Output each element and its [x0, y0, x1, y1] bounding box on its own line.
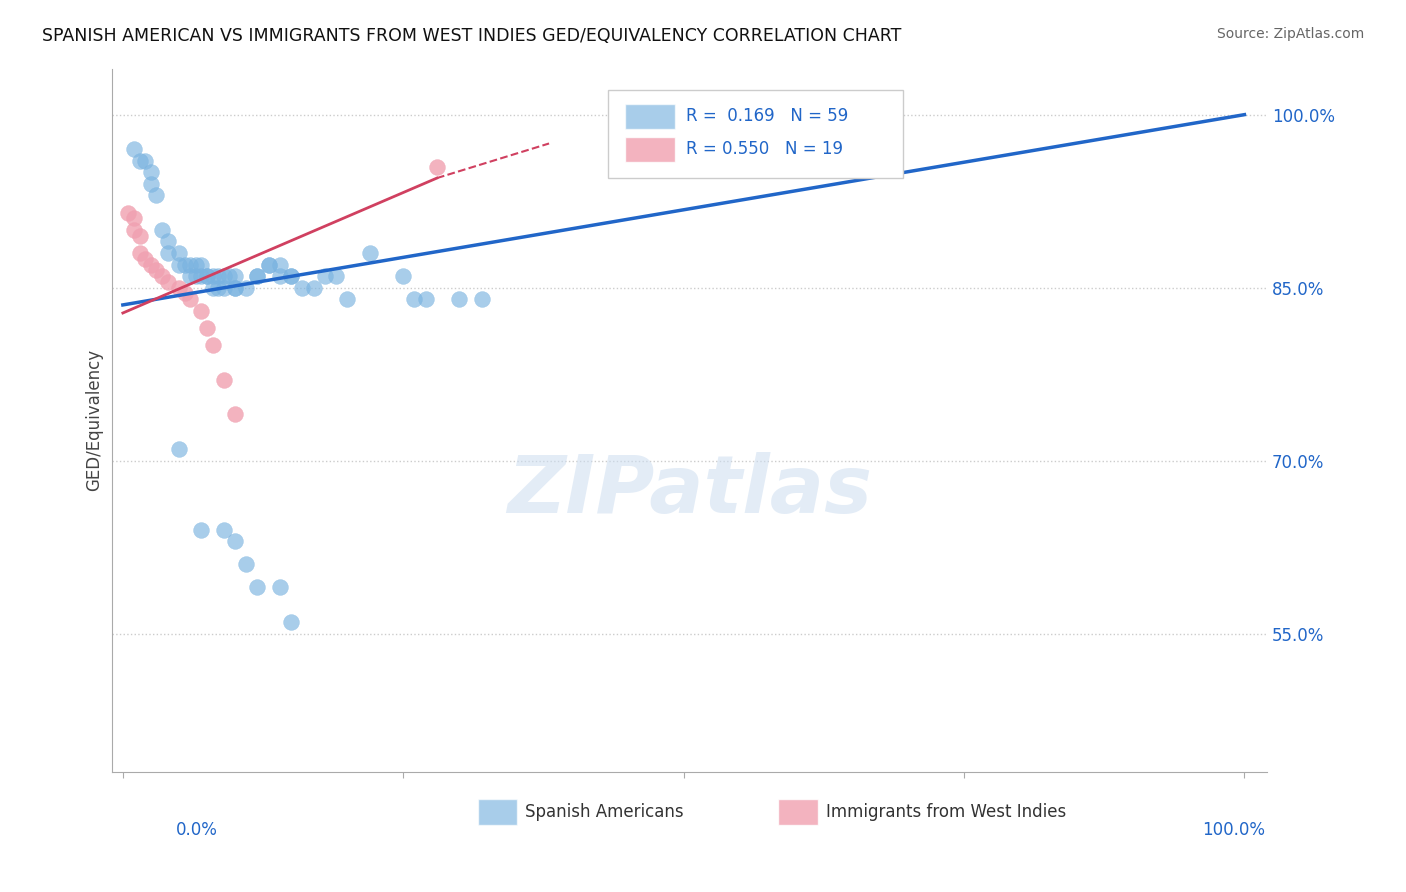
Text: 0.0%: 0.0%: [176, 821, 218, 838]
Text: Source: ZipAtlas.com: Source: ZipAtlas.com: [1216, 27, 1364, 41]
Point: [201, 280, 224, 294]
Point: [218, 269, 240, 284]
Point: [224, 534, 246, 549]
Point: [201, 338, 224, 352]
FancyBboxPatch shape: [779, 799, 817, 825]
Point: [190, 523, 212, 537]
Point: [145, 188, 167, 202]
Point: [224, 280, 246, 294]
Point: [291, 280, 314, 294]
Point: [415, 292, 437, 306]
Point: [190, 303, 212, 318]
Point: [134, 252, 156, 266]
Point: [134, 153, 156, 168]
Y-axis label: GED/Equivalency: GED/Equivalency: [86, 349, 103, 491]
Point: [235, 558, 257, 572]
Point: [190, 258, 212, 272]
Point: [246, 581, 269, 595]
Point: [212, 373, 235, 387]
Point: [145, 263, 167, 277]
Point: [404, 292, 426, 306]
Point: [128, 246, 150, 260]
Point: [471, 292, 494, 306]
Point: [212, 269, 235, 284]
Point: [359, 246, 381, 260]
Point: [139, 258, 162, 272]
Point: [246, 269, 269, 284]
Point: [184, 258, 207, 272]
Text: R = 0.550   N = 19: R = 0.550 N = 19: [686, 140, 842, 159]
Point: [280, 269, 302, 284]
Point: [156, 246, 179, 260]
Point: [224, 269, 246, 284]
Point: [336, 292, 359, 306]
Point: [122, 223, 145, 237]
Text: R =  0.169   N = 59: R = 0.169 N = 59: [686, 107, 848, 126]
Point: [269, 581, 291, 595]
Point: [156, 275, 179, 289]
FancyBboxPatch shape: [609, 89, 903, 178]
Point: [224, 408, 246, 422]
Point: [201, 269, 224, 284]
FancyBboxPatch shape: [624, 103, 675, 129]
Point: [426, 160, 449, 174]
FancyBboxPatch shape: [624, 136, 675, 162]
Point: [224, 280, 246, 294]
Point: [122, 211, 145, 226]
Point: [128, 228, 150, 243]
Point: [173, 258, 195, 272]
Point: [325, 269, 347, 284]
Point: [190, 269, 212, 284]
Point: [167, 258, 190, 272]
Point: [207, 280, 229, 294]
Point: [184, 269, 207, 284]
Point: [139, 177, 162, 191]
FancyBboxPatch shape: [478, 799, 517, 825]
Point: [122, 142, 145, 156]
Point: [212, 523, 235, 537]
Text: ZIPatlas: ZIPatlas: [506, 451, 872, 530]
Point: [139, 165, 162, 179]
Point: [257, 258, 280, 272]
Point: [173, 286, 195, 301]
Point: [195, 269, 218, 284]
Point: [179, 269, 201, 284]
Point: [269, 258, 291, 272]
Point: [212, 280, 235, 294]
Point: [156, 235, 179, 249]
Point: [179, 258, 201, 272]
Point: [195, 321, 218, 335]
Point: [257, 258, 280, 272]
Point: [449, 292, 471, 306]
Point: [314, 269, 336, 284]
Point: [167, 280, 190, 294]
Point: [167, 442, 190, 456]
Text: Spanish Americans: Spanish Americans: [526, 803, 683, 821]
Point: [179, 292, 201, 306]
Text: Immigrants from West Indies: Immigrants from West Indies: [825, 803, 1066, 821]
Point: [150, 223, 173, 237]
Point: [392, 269, 415, 284]
Point: [280, 615, 302, 629]
Point: [150, 269, 173, 284]
Point: [246, 269, 269, 284]
Point: [117, 205, 139, 219]
Text: SPANISH AMERICAN VS IMMIGRANTS FROM WEST INDIES GED/EQUIVALENCY CORRELATION CHAR: SPANISH AMERICAN VS IMMIGRANTS FROM WEST…: [42, 27, 901, 45]
Point: [195, 269, 218, 284]
Point: [280, 269, 302, 284]
Point: [269, 269, 291, 284]
Point: [128, 153, 150, 168]
Point: [235, 280, 257, 294]
Text: 100.0%: 100.0%: [1202, 821, 1265, 838]
Point: [207, 269, 229, 284]
Point: [167, 246, 190, 260]
Point: [302, 280, 325, 294]
